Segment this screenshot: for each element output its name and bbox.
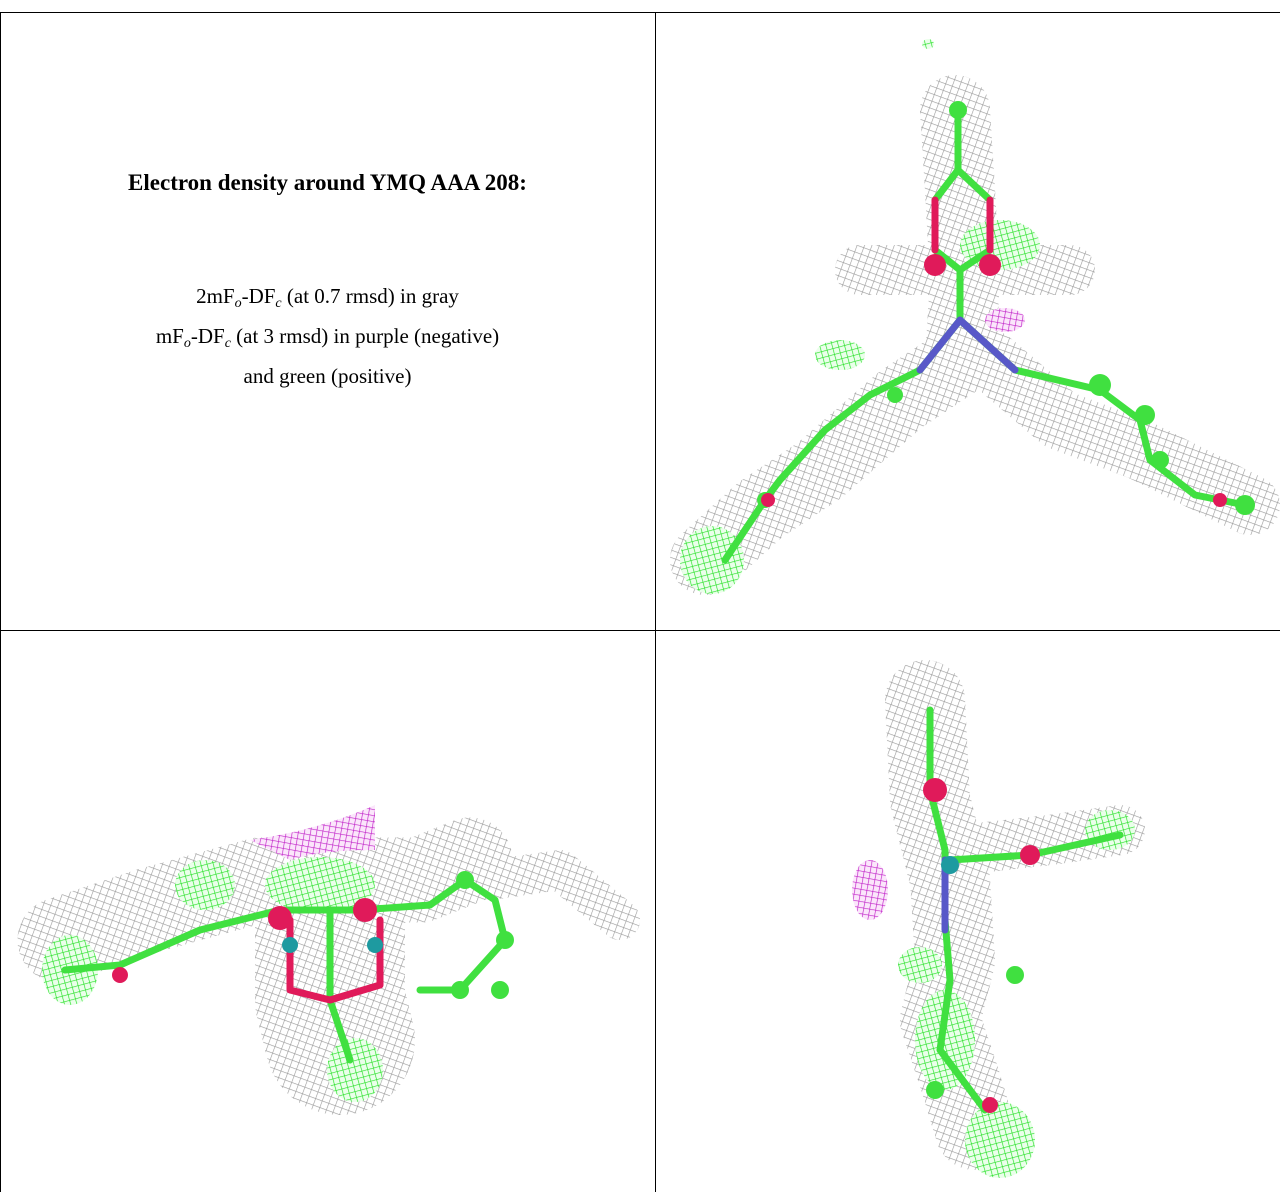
- table-border: [655, 12, 656, 1192]
- text: and green (positive): [243, 364, 412, 388]
- subscript: c: [275, 296, 282, 311]
- caption-line: 2mFo-DFc (at 0.7 rmsd) in gray: [0, 280, 655, 320]
- density-top-right: [670, 39, 1280, 595]
- table-border: [0, 12, 1280, 13]
- subscript: o: [234, 296, 242, 311]
- text: (at 0.7 rmsd) in gray: [281, 284, 459, 308]
- caption-line: and green (positive): [0, 360, 655, 392]
- subscript: c: [224, 336, 231, 351]
- subscript: o: [183, 336, 191, 351]
- caption-line: mFo-DFc (at 3 rmsd) in purple (negative): [0, 320, 655, 360]
- text: 2mF: [196, 284, 235, 308]
- text: -DF: [241, 284, 276, 308]
- table-border: [0, 630, 1280, 631]
- density-bottom-right: [852, 660, 1145, 1178]
- text: mF: [155, 324, 184, 348]
- caption-body: 2mFo-DFc (at 0.7 rmsd) in gray mFo-DFc (…: [0, 280, 655, 392]
- text: (at 3 rmsd) in purple (negative): [230, 324, 500, 348]
- caption-title: Electron density around YMQ AAA 208:: [128, 170, 527, 195]
- density-bottom-left: [17, 805, 640, 1115]
- table-border: [0, 12, 1, 1192]
- text: -DF: [190, 324, 225, 348]
